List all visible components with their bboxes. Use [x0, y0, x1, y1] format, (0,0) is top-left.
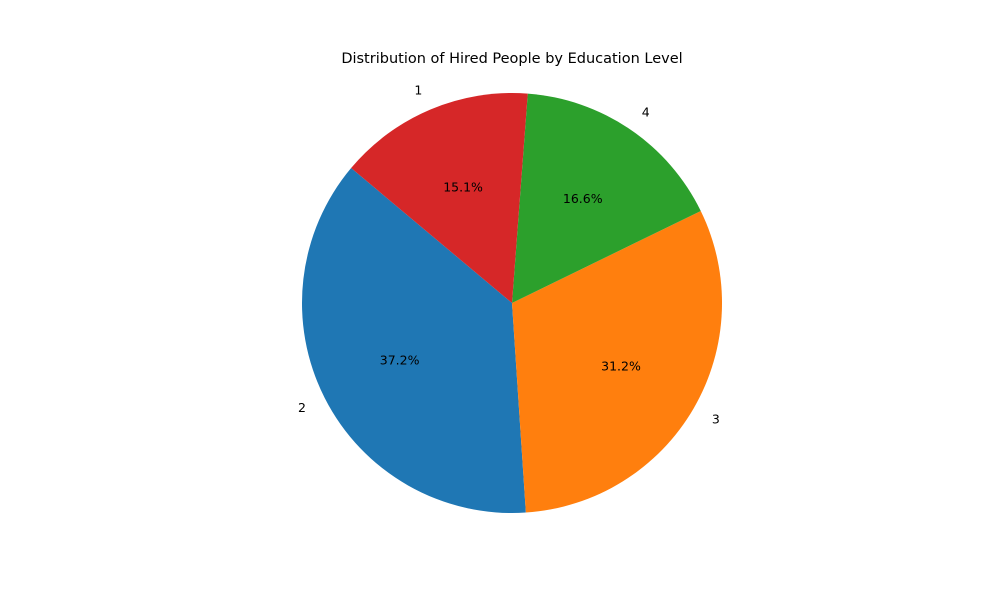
pie-slice-4	[512, 93, 701, 303]
pie-slices	[301, 92, 723, 513]
slice-labels: 2 3 4 1	[298, 83, 720, 427]
percentage-labels: 37.2% 31.2% 16.6% 15.1%	[380, 179, 641, 373]
slice-percentage-1: 15.1%	[443, 179, 483, 194]
slice-label-2: 2	[298, 400, 306, 415]
slice-percentage-4: 16.6%	[563, 191, 603, 206]
pie-slice-3	[512, 210, 723, 513]
slice-label-3: 3	[712, 411, 720, 426]
slice-percentage-3: 31.2%	[601, 359, 641, 374]
pie-slice-1	[351, 92, 528, 303]
slice-label-1: 1	[414, 83, 422, 98]
slice-label-4: 4	[642, 104, 650, 119]
slice-percentage-2: 37.2%	[380, 352, 420, 367]
pie-slice-2	[301, 168, 526, 513]
chart-title: Distribution of Hired People by Educatio…	[341, 51, 682, 67]
